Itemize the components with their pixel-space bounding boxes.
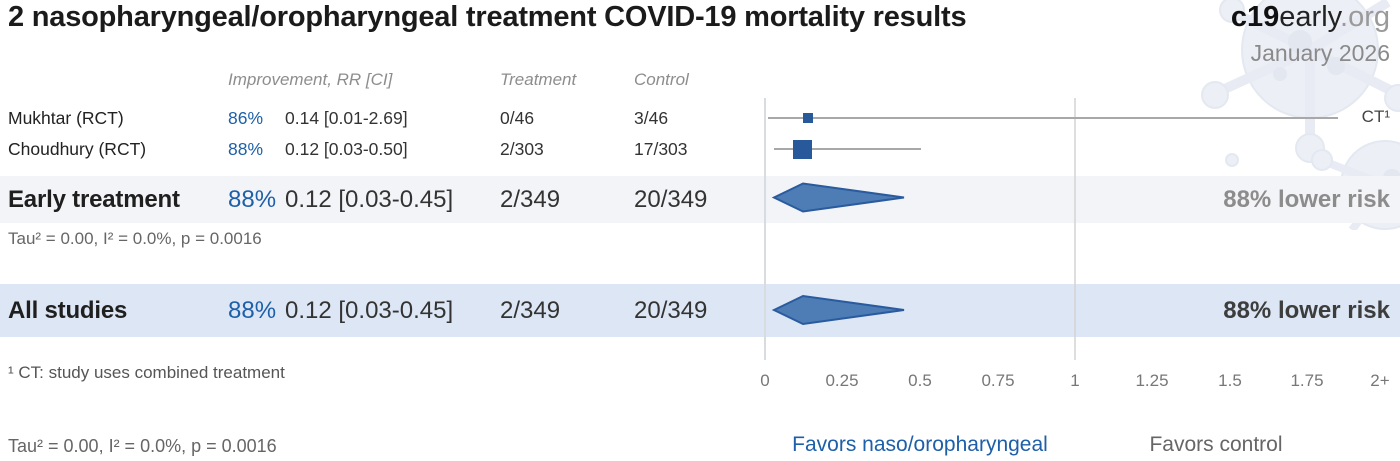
study-row-choudhury: Choudhury (RCT) 88% 0.12 [0.03-0.50] 2/3… <box>0 138 760 160</box>
heterogeneity-note-all: Tau² = 0.00, I² = 0.0%, p = 0.0016 <box>8 436 277 456</box>
study-treatment-events: 0/46 <box>500 108 535 128</box>
favors-control-label: Favors control <box>1149 433 1283 456</box>
diamond-early-treatment <box>771 182 905 213</box>
study-rr-ci: 0.12 [0.03-0.50] <box>285 139 408 159</box>
summary-effect: 88% lower risk <box>1223 185 1390 213</box>
column-header-treatment: Treatment <box>500 70 577 89</box>
axis-tick-2plus: 2+ <box>1370 371 1390 390</box>
all-studies-band <box>0 284 1400 337</box>
summary-effect: 88% lower risk <box>1223 296 1390 324</box>
brand-org: .org <box>1340 1 1390 33</box>
summary-control-events: 20/349 <box>634 185 708 213</box>
early-treatment-band <box>0 176 1400 223</box>
summary-rr-ci: 0.12 [0.03-0.45] <box>285 185 454 213</box>
favors-treatment-label: Favors naso/oropharyngeal <box>792 433 1048 456</box>
axis-tick-175: 1.75 <box>1290 371 1324 390</box>
brand-c19: c19 <box>1230 1 1280 33</box>
heterogeneity-note-early: Tau² = 0.00, I² = 0.0%, p = 0.0016 <box>8 229 262 248</box>
summary-name: Early treatment <box>8 185 180 213</box>
summary-name: All studies <box>8 296 128 324</box>
study-control-events: 17/303 <box>634 139 688 159</box>
summary-improvement: 88% <box>228 185 277 213</box>
summary-improvement: 88% <box>228 296 277 324</box>
axis-tick-05: 0.5 <box>908 371 932 390</box>
axis-tick-15: 1.5 <box>1218 371 1242 390</box>
axis-tick-125: 1.25 <box>1135 371 1169 390</box>
point-mukhtar <box>803 113 813 123</box>
report-date: January 2026 <box>1250 40 1390 66</box>
axis-tick-075: 0.75 <box>981 371 1015 390</box>
column-header-improvement: Improvement, RR [CI] <box>228 70 393 89</box>
study-name: Choudhury (RCT) <box>8 139 147 159</box>
column-header-control: Control <box>634 70 689 89</box>
study-control-events: 3/46 <box>634 108 669 128</box>
brand-early: early <box>1279 1 1341 33</box>
ct-footnote: ¹ CT: study uses combined treatment <box>8 363 285 382</box>
study-improvement: 86% <box>228 108 264 128</box>
summary-row-all-studies: All studies 88% 0.12 [0.03-0.45] 2/349 2… <box>0 284 1400 337</box>
summary-control-events: 20/349 <box>634 296 708 324</box>
page-title: 2 nasopharyngeal/oropharyngeal treatment… <box>8 1 967 33</box>
study-improvement: 88% <box>228 139 264 159</box>
summary-treatment-events: 2/349 <box>500 185 561 213</box>
study-row-mukhtar: Mukhtar (RCT) 86% 0.14 [0.01-2.69] 0/46 … <box>0 107 760 129</box>
summary-rr-ci: 0.12 [0.03-0.45] <box>285 296 454 324</box>
summary-treatment-events: 2/349 <box>500 296 561 324</box>
axis-tick-025: 0.25 <box>825 371 859 390</box>
study-treatment-events: 2/303 <box>500 139 544 159</box>
axis-tick-1: 1 <box>1070 371 1080 390</box>
virus-watermark <box>1201 0 1400 230</box>
study-rr-ci: 0.14 [0.01-2.69] <box>285 108 408 128</box>
diamond-all-studies <box>771 294 905 326</box>
summary-row-early-treatment: Early treatment 88% 0.12 [0.03-0.45] 2/3… <box>0 176 1400 223</box>
site-brand: c19early.org <box>1231 1 1390 34</box>
study-name: Mukhtar (RCT) <box>8 108 124 128</box>
point-choudhury <box>793 140 812 159</box>
ct-annotation: CT¹ <box>1361 107 1390 126</box>
axis-tick-0: 0 <box>760 371 770 390</box>
